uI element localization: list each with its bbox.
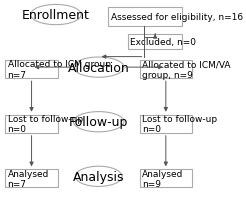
- Text: Lost to follow-up
n=0: Lost to follow-up n=0: [142, 114, 217, 134]
- Text: Analysis: Analysis: [73, 170, 124, 183]
- Text: Lost to follow-up
n=0: Lost to follow-up n=0: [8, 114, 83, 134]
- Text: Follow-up: Follow-up: [69, 116, 128, 129]
- FancyBboxPatch shape: [139, 61, 192, 79]
- Text: Enrollment: Enrollment: [22, 9, 90, 22]
- Text: Analysed
n=9: Analysed n=9: [142, 169, 183, 188]
- Ellipse shape: [73, 58, 124, 78]
- Ellipse shape: [75, 166, 122, 186]
- FancyBboxPatch shape: [139, 169, 192, 187]
- Text: Allocation: Allocation: [68, 61, 130, 74]
- Text: Assessed for eligibility, n=16: Assessed for eligibility, n=16: [111, 13, 243, 22]
- FancyBboxPatch shape: [128, 35, 182, 50]
- Ellipse shape: [73, 112, 124, 132]
- FancyBboxPatch shape: [5, 61, 58, 79]
- FancyBboxPatch shape: [5, 169, 58, 187]
- FancyBboxPatch shape: [139, 115, 192, 133]
- Text: Analysed
n=7: Analysed n=7: [8, 169, 49, 188]
- FancyBboxPatch shape: [5, 115, 58, 133]
- Text: Excluded, n=0: Excluded, n=0: [130, 38, 196, 47]
- Ellipse shape: [31, 6, 81, 26]
- FancyBboxPatch shape: [108, 8, 182, 27]
- Text: Allocated to ICM/VA
group, n=9: Allocated to ICM/VA group, n=9: [142, 60, 231, 79]
- Text: Allocated to ICM group
n=7: Allocated to ICM group n=7: [8, 60, 111, 79]
